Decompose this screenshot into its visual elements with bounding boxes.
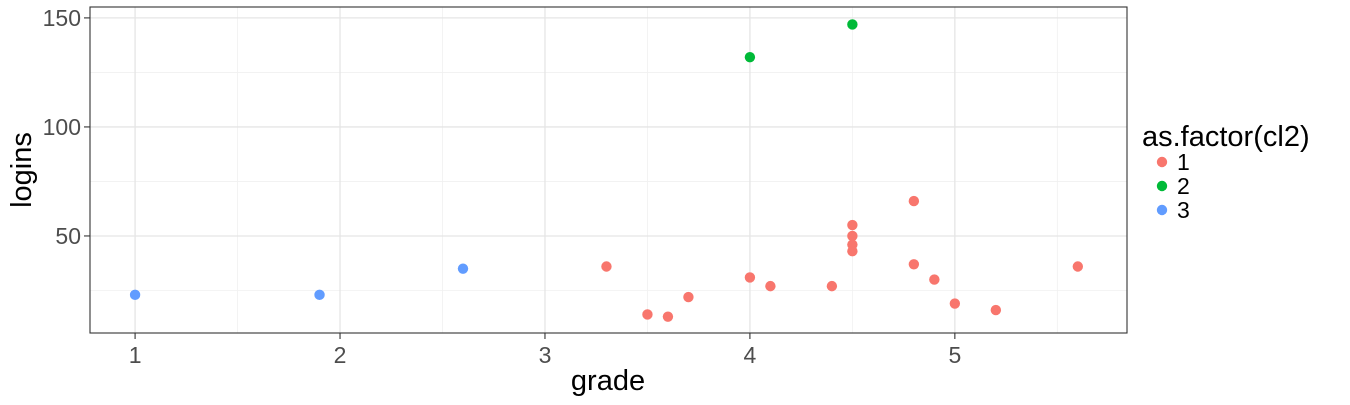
legend: as.factor(cl2) 123 bbox=[1142, 121, 1310, 223]
data-point-cluster-1 bbox=[662, 311, 674, 322]
x-axis-title: grade bbox=[571, 365, 645, 397]
data-point-cluster-3 bbox=[457, 263, 469, 274]
data-point-cluster-1 bbox=[1072, 261, 1084, 272]
y-tick-label: 150 bbox=[43, 5, 81, 31]
panel-border bbox=[89, 6, 1128, 334]
data-point-cluster-1 bbox=[601, 261, 612, 272]
x-axis: 1 2 3 4 5 bbox=[129, 333, 961, 368]
data-point-cluster-1 bbox=[642, 309, 653, 320]
data-point-cluster-1 bbox=[908, 259, 920, 270]
x-tick-label: 4 bbox=[744, 342, 757, 368]
x-tick-label: 1 bbox=[129, 342, 142, 368]
data-point-cluster-1 bbox=[847, 246, 858, 257]
data-point-cluster-1 bbox=[826, 280, 838, 292]
legend-label-3: 3 bbox=[1177, 197, 1190, 223]
y-axis: 50 100 150 bbox=[43, 5, 90, 249]
x-tick-label: 5 bbox=[948, 342, 961, 368]
data-point-cluster-1 bbox=[929, 274, 940, 285]
y-axis-title: logins bbox=[6, 132, 38, 208]
y-tick-label: 100 bbox=[43, 114, 81, 140]
legend-key-1 bbox=[1156, 156, 1168, 168]
minor-gridlines bbox=[90, 7, 1127, 333]
data-points bbox=[129, 19, 1084, 322]
data-point-cluster-1 bbox=[744, 272, 756, 283]
data-point-cluster-1 bbox=[765, 280, 776, 292]
data-point-cluster-1 bbox=[847, 219, 858, 231]
data-point-cluster-1 bbox=[683, 291, 694, 303]
data-point-cluster-1 bbox=[908, 195, 920, 207]
legend-key-2 bbox=[1156, 180, 1168, 192]
legend-key-3 bbox=[1156, 204, 1168, 216]
y-tick-label: 50 bbox=[55, 223, 81, 249]
legend-label-2: 2 bbox=[1177, 173, 1190, 199]
data-point-cluster-1 bbox=[847, 230, 858, 242]
data-point-cluster-1 bbox=[949, 298, 961, 309]
x-tick-label: 3 bbox=[539, 342, 552, 368]
x-tick-label: 2 bbox=[334, 342, 347, 368]
data-point-cluster-2 bbox=[744, 51, 756, 63]
data-point-cluster-3 bbox=[314, 289, 325, 301]
legend-entries: 123 bbox=[1156, 149, 1190, 223]
legend-label-1: 1 bbox=[1177, 149, 1190, 175]
legend-title: as.factor(cl2) bbox=[1142, 121, 1310, 153]
data-point-cluster-3 bbox=[129, 289, 141, 301]
data-point-cluster-2 bbox=[847, 19, 858, 30]
panel-background bbox=[90, 7, 1127, 333]
data-point-cluster-1 bbox=[990, 304, 1002, 316]
